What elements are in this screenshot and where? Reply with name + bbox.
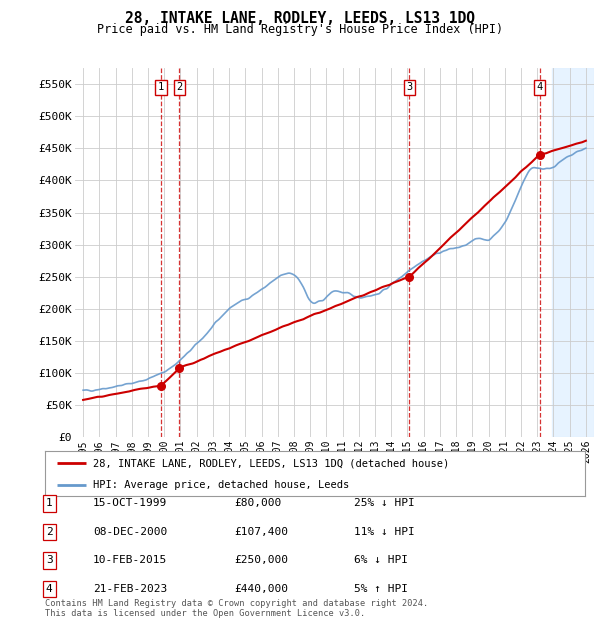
Text: Contains HM Land Registry data © Crown copyright and database right 2024.
This d: Contains HM Land Registry data © Crown c… [45,599,428,618]
Text: 1: 1 [158,82,164,92]
Text: 4: 4 [46,584,53,594]
Text: 28, INTAKE LANE, RODLEY, LEEDS, LS13 1DQ: 28, INTAKE LANE, RODLEY, LEEDS, LS13 1DQ [125,11,475,26]
Text: 3: 3 [406,82,412,92]
Text: 15-OCT-1999: 15-OCT-1999 [93,498,167,508]
Text: HPI: Average price, detached house, Leeds: HPI: Average price, detached house, Leed… [92,480,349,490]
Bar [552,68,594,437]
Text: 3: 3 [46,556,53,565]
Text: £80,000: £80,000 [234,498,281,508]
Text: 10-FEB-2015: 10-FEB-2015 [93,556,167,565]
Text: 2: 2 [46,527,53,537]
Text: 21-FEB-2023: 21-FEB-2023 [93,584,167,594]
Text: 25% ↓ HPI: 25% ↓ HPI [354,498,415,508]
Text: 4: 4 [536,82,542,92]
Text: 1: 1 [46,498,53,508]
Text: 11% ↓ HPI: 11% ↓ HPI [354,527,415,537]
Text: 2: 2 [176,82,182,92]
Text: 6% ↓ HPI: 6% ↓ HPI [354,556,408,565]
Text: 08-DEC-2000: 08-DEC-2000 [93,527,167,537]
Text: 5% ↑ HPI: 5% ↑ HPI [354,584,408,594]
Text: Price paid vs. HM Land Registry's House Price Index (HPI): Price paid vs. HM Land Registry's House … [97,23,503,36]
Text: £107,400: £107,400 [234,527,288,537]
Text: £250,000: £250,000 [234,556,288,565]
Text: 28, INTAKE LANE, RODLEY, LEEDS, LS13 1DQ (detached house): 28, INTAKE LANE, RODLEY, LEEDS, LS13 1DQ… [92,458,449,469]
Text: £440,000: £440,000 [234,584,288,594]
